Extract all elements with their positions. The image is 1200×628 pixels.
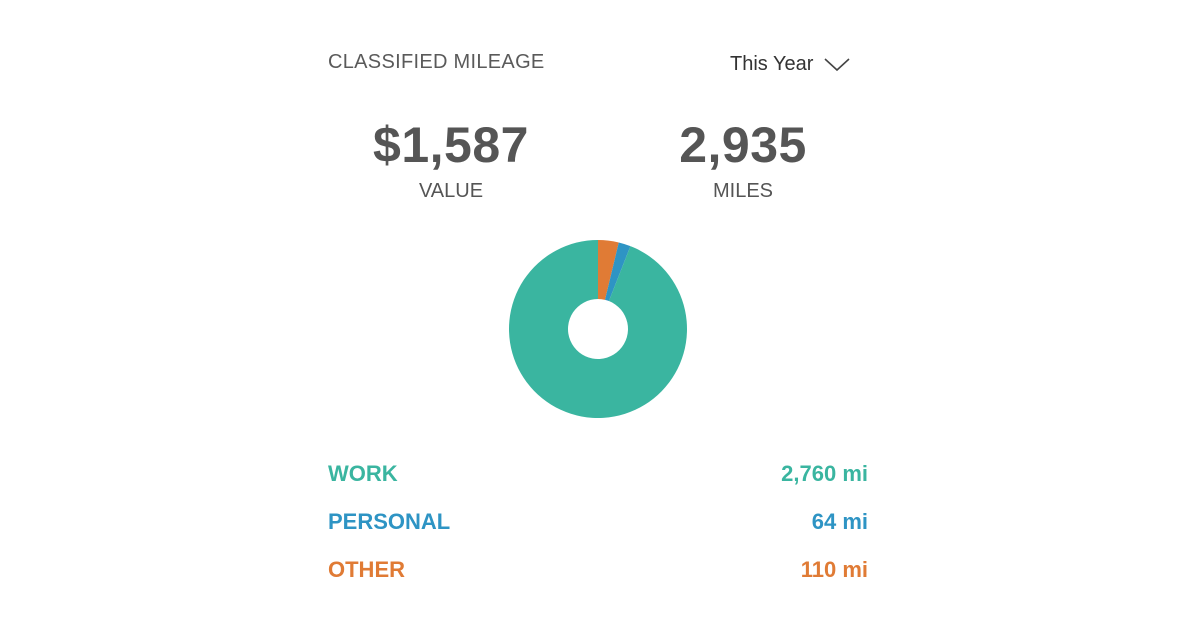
- miles-label: MILES: [712, 180, 774, 202]
- legend-label-personal: PERSONAL: [328, 509, 451, 534]
- legend-value-work: 2,760 mi: [781, 461, 868, 486]
- legend-row-personal: PERSONAL 64 mi: [328, 498, 868, 546]
- donut-slice-personal: [605, 242, 631, 302]
- period-selected-label: This Year: [730, 52, 814, 75]
- value-label: VALUE: [418, 180, 484, 202]
- legend-label-work: WORK: [328, 461, 398, 486]
- legend-value-other: 110 mi: [800, 557, 868, 582]
- donut-slice-work: [509, 240, 687, 418]
- legend-row-work: WORK 2,760 mi: [328, 450, 868, 498]
- legend-label-other: OTHER: [328, 557, 405, 582]
- value-stat: $1,587 VALUE: [331, 116, 571, 203]
- chevron-down-icon: [823, 56, 851, 72]
- legend-value-personal: 64 mi: [811, 509, 868, 534]
- miles-stat: 2,935 MILES: [623, 116, 863, 203]
- mileage-donut-chart: [509, 240, 687, 418]
- legend-row-other: OTHER 110 mi: [328, 546, 868, 594]
- section-title: CLASSIFIED MILEAGE: [328, 51, 545, 73]
- value-amount: $1,587: [373, 117, 529, 173]
- miles-amount: 2,935: [679, 117, 807, 173]
- donut-slice-other: [598, 240, 619, 300]
- mileage-legend: WORK 2,760 mi PERSONAL 64 mi OTHER 110 mi: [328, 450, 868, 594]
- period-dropdown[interactable]: This Year: [730, 50, 851, 78]
